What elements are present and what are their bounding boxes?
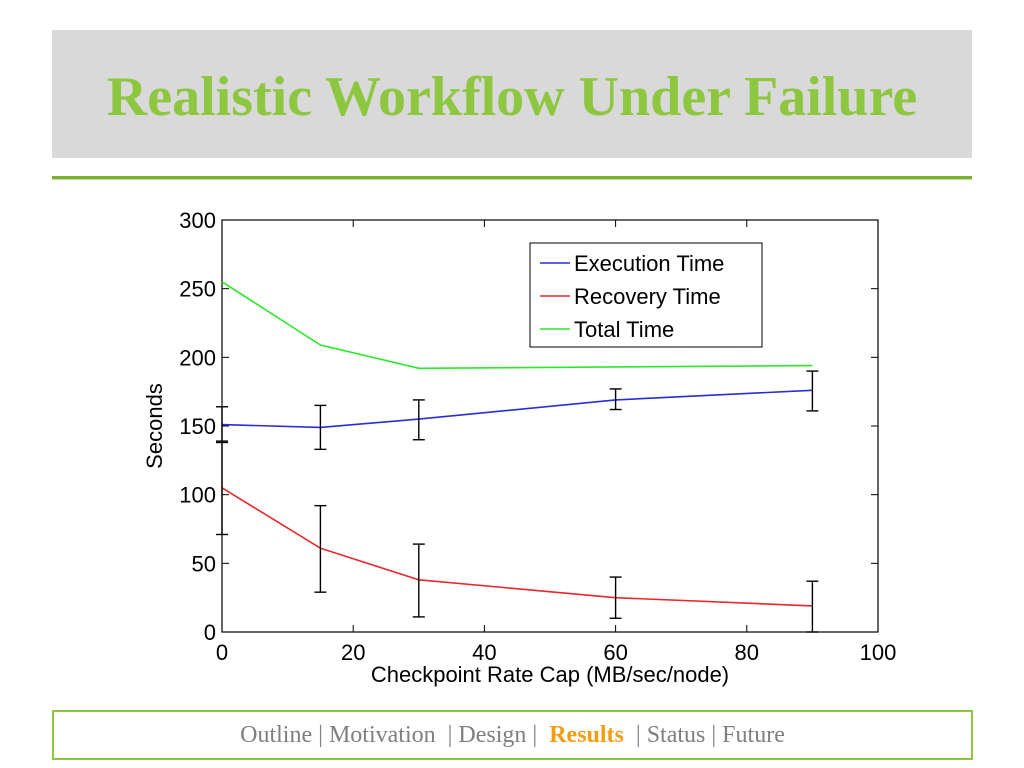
recovery-time-line (221, 487, 813, 607)
title-divider (52, 176, 972, 179)
execution-time-error-bar (806, 370, 819, 412)
nav-item-future[interactable]: | Future (711, 722, 785, 748)
execution-time-line (221, 389, 813, 429)
recovery-time-error-bar (216, 440, 228, 536)
recovery-time-error-bar (806, 580, 819, 633)
recovery-time-error-bar (609, 576, 622, 619)
nav-item-status[interactable]: | Status (629, 722, 706, 748)
section-nav: Outline | Motivation | Design | Results … (52, 710, 973, 760)
legend-label-execution-time: Execution Time (574, 251, 724, 276)
slide-title: Realistic Workflow Under Failure (106, 66, 918, 128)
nav-item-design[interactable]: | Design | (447, 722, 544, 748)
title-band (52, 30, 972, 158)
x-tick-label: 100 (860, 640, 897, 665)
y-tick-label: 150 (179, 414, 216, 439)
y-tick-label: 300 (179, 208, 216, 233)
nav-item-outline[interactable]: Outline (240, 722, 313, 748)
execution-time-error-bar (412, 399, 425, 441)
x-tick-label: 60 (603, 640, 627, 665)
y-tick-label: 250 (179, 277, 216, 302)
nav-item-results[interactable]: Results (549, 722, 624, 748)
total-time-line (221, 281, 813, 370)
y-tick-label: 50 (192, 551, 216, 576)
x-tick-label: 0 (216, 640, 228, 665)
title-divider-highlight (52, 179, 972, 180)
recovery-time-error-bar (314, 504, 327, 593)
nav-item-motivation[interactable]: | Motivation (318, 722, 442, 748)
legend-label-recovery-time: Recovery Time (574, 284, 721, 309)
x-tick-label: 80 (735, 640, 759, 665)
x-tick-label: 40 (472, 640, 496, 665)
y-tick-label: 200 (179, 345, 216, 370)
line-chart: 0 20 40 60 80 100 0 50 100 150 200 250 300 Checkpoint… (142, 208, 897, 687)
execution-time-error-bar (314, 404, 327, 451)
y-tick-label: 100 (179, 483, 216, 508)
legend-label-total-time: Total Time (574, 317, 674, 342)
y-tick-label: 0 (204, 620, 216, 645)
x-tick-label: 20 (341, 640, 365, 665)
recovery-time-error-bar (412, 543, 425, 618)
y-axis-label: Seconds (142, 383, 167, 469)
x-axis-label: Checkpoint Rate Cap (MB/sec/node) (371, 662, 729, 687)
execution-time-error-bar (609, 388, 622, 411)
